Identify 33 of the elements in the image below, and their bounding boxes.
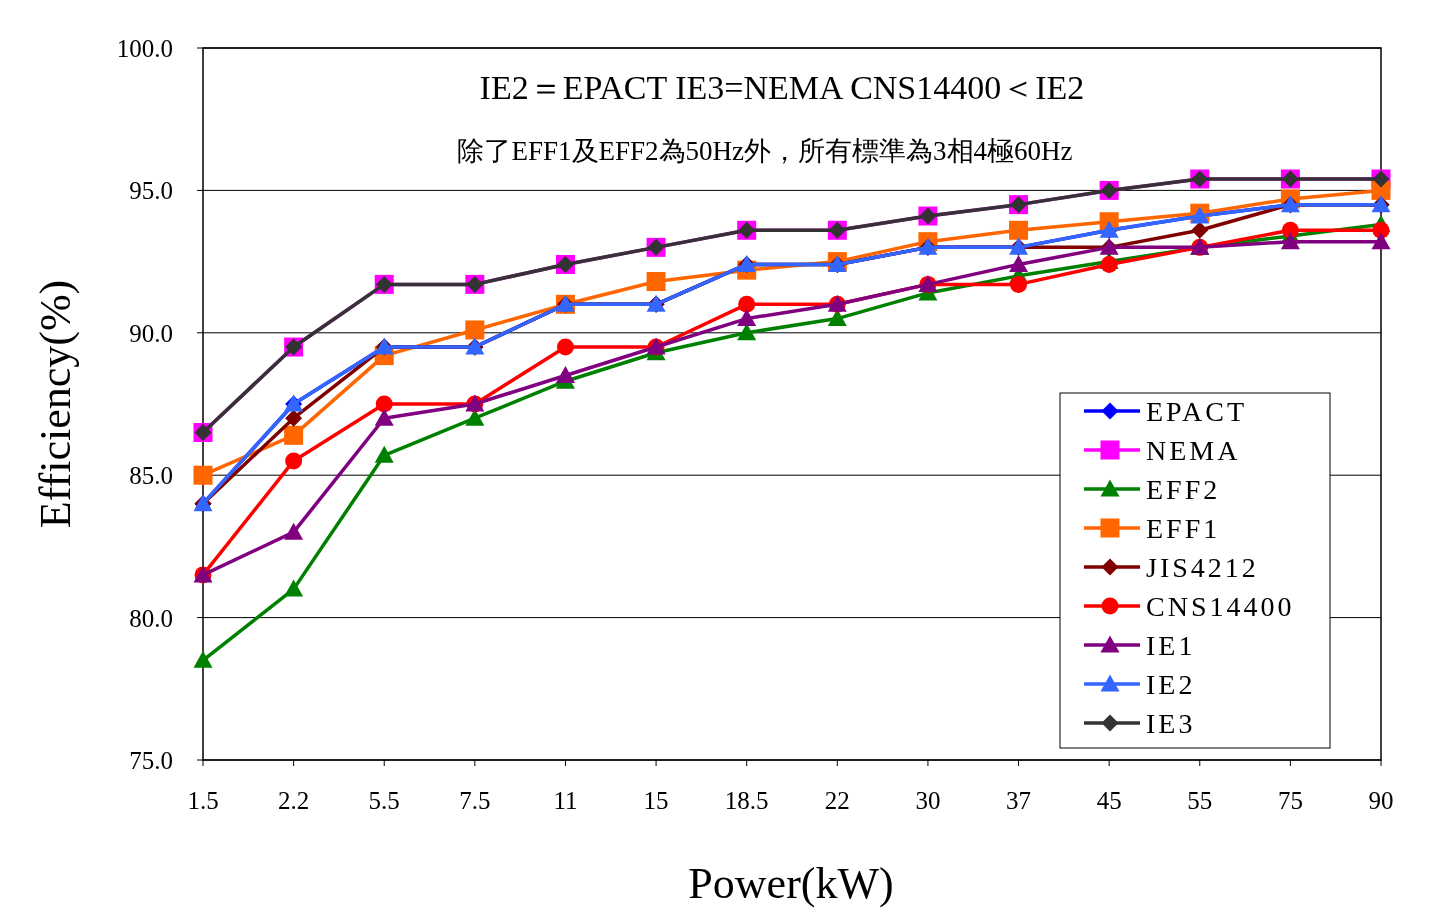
legend-label: NEMA xyxy=(1146,435,1241,466)
x-tick-label: 45 xyxy=(1096,787,1122,814)
legend-label: IE2 xyxy=(1146,669,1196,700)
legend-label: IE3 xyxy=(1146,708,1196,739)
legend-label: EFF2 xyxy=(1146,474,1221,505)
x-tick-label: 22 xyxy=(824,787,850,814)
legend-label: EFF1 xyxy=(1146,513,1221,544)
legend-label: IE1 xyxy=(1146,630,1196,661)
y-tick-label: 95.0 xyxy=(129,177,173,205)
y-tick-label: 100.0 xyxy=(116,35,173,62)
text: IE2＝EPACT IE3=NEMA CNS14400＜IE2 xyxy=(479,69,1085,106)
x-tick-label: 37 xyxy=(1006,787,1032,814)
x-tick-label: 11 xyxy=(553,787,578,814)
x-tick-label: 5.5 xyxy=(368,787,400,814)
y-tick-label: 75.0 xyxy=(129,747,173,774)
legend-label: EPACT xyxy=(1146,396,1248,427)
x-axis-title: Power(kW) xyxy=(688,859,894,908)
x-tick-label: 75 xyxy=(1277,787,1303,814)
y-axis-title: Efficiency(%) xyxy=(31,279,80,529)
x-tick-label: 15 xyxy=(643,787,669,814)
y-tick-label: 90.0 xyxy=(129,319,173,347)
y-tick-label: 85.0 xyxy=(129,462,173,490)
y-tick-label: 80.0 xyxy=(129,604,173,632)
legend-label: CNS14400 xyxy=(1146,591,1295,622)
legend-label: JIS4212 xyxy=(1146,552,1259,583)
x-tick-label: 1.5 xyxy=(187,787,219,814)
x-tick-label: 2.2 xyxy=(277,787,310,814)
x-tick-label: 55 xyxy=(1187,787,1213,814)
x-tick-label: 30 xyxy=(915,787,941,814)
x-tick-label: 90 xyxy=(1368,787,1394,814)
x-tick-label: 7.5 xyxy=(459,787,491,814)
x-tick-label: 18.5 xyxy=(724,787,769,814)
text: 除了EFF1及EFF2為50Hz外，所有標準為3相4極60Hz xyxy=(457,136,1073,166)
